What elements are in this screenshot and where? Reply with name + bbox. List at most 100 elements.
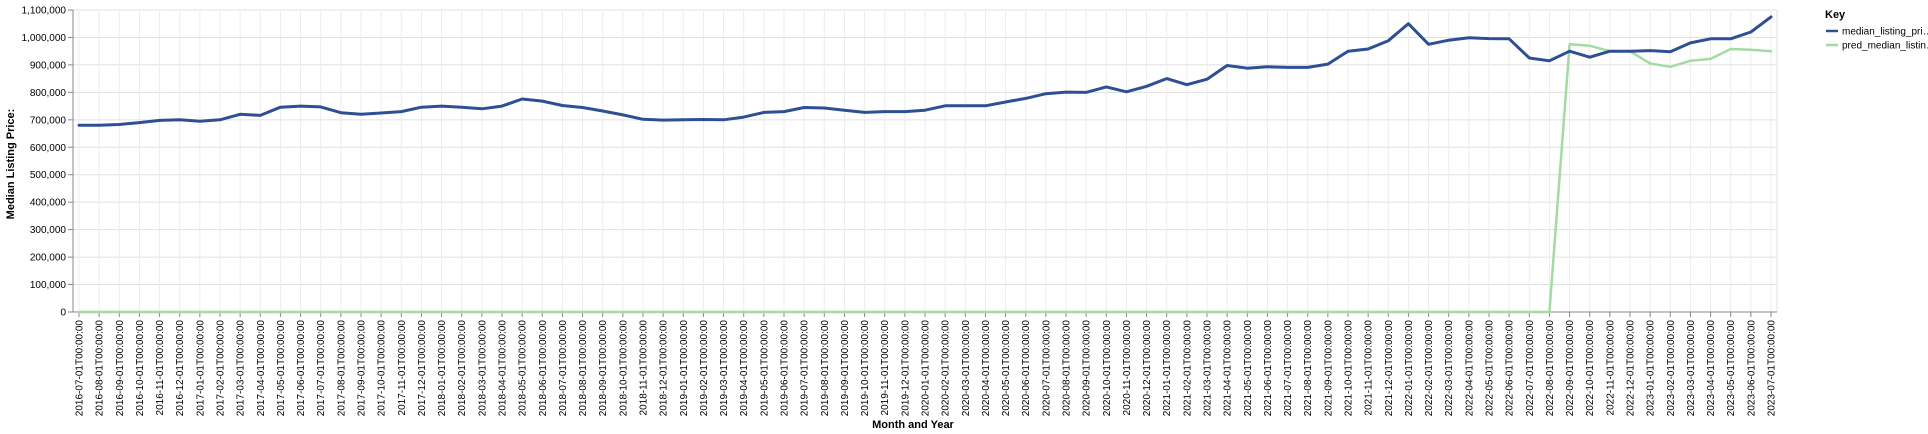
x-tick-label: 2023-06-01T00:00:00 xyxy=(1746,320,1757,417)
x-tick-label: 2020-03-01T00:00:00 xyxy=(961,320,972,417)
x-tick-label: 2018-01-01T00:00:00 xyxy=(437,320,448,417)
x-tick-label: 2018-05-01T00:00:00 xyxy=(518,320,529,417)
x-tick-label: 2018-12-01T00:00:00 xyxy=(659,320,670,417)
x-tick-label: 2021-07-01T00:00:00 xyxy=(1283,320,1294,417)
x-tick-label: 2021-11-01T00:00:00 xyxy=(1364,320,1375,416)
x-tick-label: 2022-10-01T00:00:00 xyxy=(1585,320,1596,417)
x-tick-label: 2016-09-01T00:00:00 xyxy=(115,320,126,417)
x-tick-label: 2017-11-01T00:00:00 xyxy=(397,320,408,416)
x-tick-label: 2017-04-01T00:00:00 xyxy=(256,320,267,417)
x-tick-label: 2022-02-01T00:00:00 xyxy=(1424,320,1435,417)
y-tick-label: 100,000 xyxy=(30,280,67,291)
x-tick-label: 2019-04-01T00:00:00 xyxy=(739,320,750,417)
x-tick-label: 2017-09-01T00:00:00 xyxy=(357,320,368,417)
x-tick-label: 2020-02-01T00:00:00 xyxy=(941,320,952,417)
x-tick-label: 2016-07-01T00:00:00 xyxy=(75,320,86,417)
x-tick-label: 2021-06-01T00:00:00 xyxy=(1263,320,1274,417)
x-tick-label: 2020-09-01T00:00:00 xyxy=(1082,320,1093,417)
x-tick-label: 2020-10-01T00:00:00 xyxy=(1102,320,1113,417)
legend-title: Key xyxy=(1825,9,1846,21)
x-tick-label: 2018-11-01T00:00:00 xyxy=(639,320,650,416)
x-tick-label: 2020-07-01T00:00:00 xyxy=(1041,320,1052,417)
x-tick-label: 2019-01-01T00:00:00 xyxy=(679,320,690,417)
y-tick-label: 1,100,000 xyxy=(22,6,67,17)
x-tick-label: 2022-07-01T00:00:00 xyxy=(1525,320,1536,417)
series-lines xyxy=(77,15,1773,314)
x-tick-label: 2017-05-01T00:00:00 xyxy=(276,320,287,417)
x-tick-label: 2023-04-01T00:00:00 xyxy=(1706,320,1717,417)
x-tick-label: 2020-08-01T00:00:00 xyxy=(1062,320,1073,417)
x-tick-label: 2022-03-01T00:00:00 xyxy=(1444,320,1455,417)
x-tick-label: 2018-03-01T00:00:00 xyxy=(477,320,488,417)
x-tick-label: 2017-07-01T00:00:00 xyxy=(316,320,327,417)
x-tick-label: 2021-09-01T00:00:00 xyxy=(1323,320,1334,417)
series-line-0 xyxy=(77,15,1773,127)
x-tick-label: 2023-02-01T00:00:00 xyxy=(1666,320,1677,417)
x-tick-label: 2016-11-01T00:00:00 xyxy=(155,320,166,416)
x-tick-label: 2020-06-01T00:00:00 xyxy=(1021,320,1032,417)
y-tick-label: 300,000 xyxy=(30,225,67,236)
y-axis-title: Median Listing Price: xyxy=(5,109,17,220)
x-tick-label: 2021-03-01T00:00:00 xyxy=(1203,320,1214,417)
y-tick-label: 200,000 xyxy=(30,253,67,264)
series-line-1 xyxy=(77,43,1773,314)
x-tick-label: 2019-05-01T00:00:00 xyxy=(759,320,770,417)
x-tick-label: 2022-12-01T00:00:00 xyxy=(1626,320,1637,417)
x-tick-label: 2021-02-01T00:00:00 xyxy=(1182,320,1193,417)
y-tick-label: 600,000 xyxy=(30,143,67,154)
legend-label: pred_median_listin… xyxy=(1842,41,1928,52)
y-tick-label: 0 xyxy=(60,308,66,319)
x-tick-label: 2019-08-01T00:00:00 xyxy=(820,320,831,417)
x-tick-label: 2020-01-01T00:00:00 xyxy=(921,320,932,417)
x-tick-label: 2018-09-01T00:00:00 xyxy=(598,320,609,417)
x-tick-label: 2020-04-01T00:00:00 xyxy=(981,320,992,417)
x-tick-label: 2021-01-01T00:00:00 xyxy=(1162,320,1173,417)
x-tick-label: 2020-12-01T00:00:00 xyxy=(1142,320,1153,417)
x-tick-label: 2019-11-01T00:00:00 xyxy=(880,320,891,416)
x-tick-label: 2022-08-01T00:00:00 xyxy=(1545,320,1556,417)
x-tick-label: 2021-05-01T00:00:00 xyxy=(1243,320,1254,417)
x-tick-label: 2017-10-01T00:00:00 xyxy=(377,320,388,417)
x-tick-label: 2022-05-01T00:00:00 xyxy=(1485,320,1496,417)
x-tick-label: 2021-12-01T00:00:00 xyxy=(1384,320,1395,417)
x-tick-label: 2022-01-01T00:00:00 xyxy=(1404,320,1415,417)
x-tick-label: 2020-11-01T00:00:00 xyxy=(1122,320,1133,416)
x-tick-label: 2017-08-01T00:00:00 xyxy=(336,320,347,417)
y-tick-label: 1,000,000 xyxy=(22,33,67,44)
x-tick-label: 2018-04-01T00:00:00 xyxy=(498,320,509,417)
x-tick-label: 2023-07-01T00:00:00 xyxy=(1767,320,1778,417)
x-tick-label: 2016-12-01T00:00:00 xyxy=(175,320,186,417)
x-tick-label: 2023-05-01T00:00:00 xyxy=(1726,320,1737,417)
y-tick-label: 800,000 xyxy=(30,88,67,99)
x-tick-label: 2022-11-01T00:00:00 xyxy=(1605,320,1616,416)
legend: Key median_listing_pri… pred_median_listi… xyxy=(1825,9,1928,52)
x-tick-label: 2023-01-01T00:00:00 xyxy=(1646,320,1657,417)
x-tick-label: 2017-03-01T00:00:00 xyxy=(236,320,247,417)
x-tick-label: 2019-12-01T00:00:00 xyxy=(900,320,911,417)
x-tick-label: 2019-10-01T00:00:00 xyxy=(860,320,871,417)
y-tick-label: 700,000 xyxy=(30,115,67,126)
y-tick-label: 400,000 xyxy=(30,198,67,209)
y-tick-label: 900,000 xyxy=(30,60,67,71)
x-tick-label: 2017-12-01T00:00:00 xyxy=(417,320,428,417)
x-tick-label: 2018-10-01T00:00:00 xyxy=(618,320,629,417)
x-axis-title: Month and Year xyxy=(872,419,954,431)
x-tick-label: 2021-04-01T00:00:00 xyxy=(1223,320,1234,417)
x-tick-label: 2022-06-01T00:00:00 xyxy=(1505,320,1516,417)
x-tick-label: 2021-08-01T00:00:00 xyxy=(1303,320,1314,417)
x-tick-label: 2016-10-01T00:00:00 xyxy=(135,320,146,417)
x-tick-label: 2022-09-01T00:00:00 xyxy=(1565,320,1576,417)
x-tick-label: 2019-09-01T00:00:00 xyxy=(840,320,851,417)
y-axis: 0 100,000 200,000 300,000 400,000 500,000 600,… xyxy=(22,6,74,319)
x-tick-label: 2021-10-01T00:00:00 xyxy=(1344,320,1355,417)
x-tick-label: 2017-06-01T00:00:00 xyxy=(296,320,307,417)
x-tick-label: 2020-05-01T00:00:00 xyxy=(1001,320,1012,417)
x-tick-label: 2019-02-01T00:00:00 xyxy=(699,320,710,417)
x-tick-label: 2016-08-01T00:00:00 xyxy=(95,320,106,417)
x-tick-label: 2018-02-01T00:00:00 xyxy=(457,320,468,417)
grid-lines xyxy=(73,9,1778,313)
x-tick-label: 2018-06-01T00:00:00 xyxy=(538,320,549,417)
legend-label: median_listing_pri… xyxy=(1842,27,1928,38)
x-tick-label: 2022-04-01T00:00:00 xyxy=(1464,320,1475,417)
